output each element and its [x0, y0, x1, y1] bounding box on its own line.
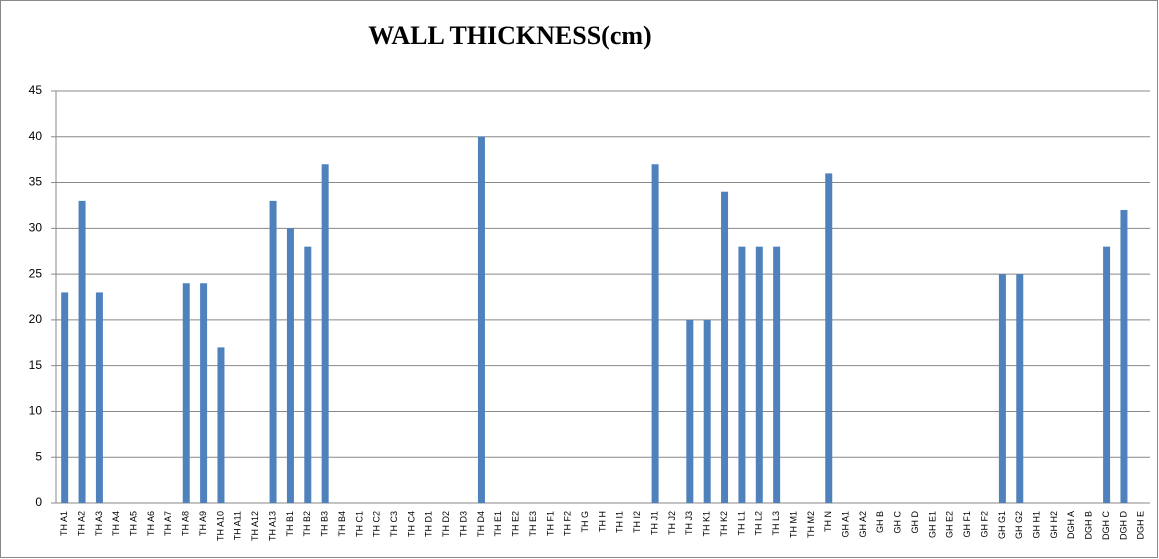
x-tick-label: GH B [875, 511, 885, 533]
x-tick-label: GH G2 [1014, 511, 1024, 539]
x-tick-label: DGH D [1118, 511, 1128, 541]
bar [1120, 210, 1128, 503]
bar [304, 246, 312, 503]
x-tick-label: TH A5 [129, 511, 139, 536]
x-tick-label: TH I1 [615, 511, 625, 533]
bar [477, 136, 485, 503]
x-tick-label: TH B3 [320, 511, 330, 537]
x-tick-label: TH D1 [424, 511, 434, 537]
x-tick-label: TH J1 [649, 511, 659, 535]
x-tick-label: TH J3 [684, 511, 694, 535]
x-tick-label: TH L2 [754, 511, 764, 536]
x-tick-label: GH H1 [1032, 511, 1042, 539]
y-tick-label: 5 [35, 449, 42, 463]
x-tick-label: TH A7 [163, 511, 173, 536]
x-tick-label: TH A12 [250, 511, 260, 541]
x-tick-label: TH A8 [181, 511, 191, 536]
x-tick-label: DGH B [1084, 511, 1094, 540]
bar [825, 173, 833, 503]
bar [200, 283, 208, 503]
x-tick-label: TH K2 [719, 511, 729, 537]
x-tick-label: TH M1 [788, 511, 798, 538]
bar [95, 292, 103, 503]
x-tick-label: DGH A [1066, 511, 1076, 539]
x-tick-label: TH A6 [146, 511, 156, 536]
bar [1016, 274, 1024, 503]
x-tick-label: TH E3 [528, 511, 538, 537]
x-tick-label: TH H [597, 511, 607, 532]
bar [755, 246, 763, 503]
bar [182, 283, 190, 503]
bar [686, 319, 694, 503]
x-tick-label: TH N [823, 511, 833, 532]
x-tick-label: TH G [580, 511, 590, 533]
x-tick-label: TH A1 [59, 511, 69, 536]
x-tick-label: TH B4 [337, 511, 347, 537]
x-tick-label: TH A9 [198, 511, 208, 536]
x-tick-label: TH M2 [806, 511, 816, 538]
x-tick-label: TH A2 [76, 511, 86, 536]
y-tick-label: 15 [29, 358, 43, 372]
x-tick-label: TH C2 [372, 511, 382, 537]
y-tick-label: 45 [29, 83, 43, 97]
y-tick-label: 10 [29, 404, 43, 418]
bar [286, 228, 294, 504]
bar [703, 319, 711, 503]
x-tick-label: GH H2 [1049, 511, 1059, 539]
bar [738, 246, 746, 503]
x-tick-label: TH F1 [545, 511, 555, 536]
bar [321, 164, 329, 503]
x-tick-label: TH D2 [441, 511, 451, 537]
x-tick-label: GH C [893, 510, 903, 533]
x-tick-label: DGH E [1136, 511, 1146, 540]
bar [217, 347, 225, 503]
x-tick-label: TH A3 [94, 511, 104, 536]
x-tick-label: GH F2 [979, 511, 989, 538]
x-tick-label: GH F1 [962, 511, 972, 538]
y-tick-label: 0 [35, 495, 42, 509]
x-tick-label: TH K1 [702, 511, 712, 537]
x-tick-label: TH I2 [632, 511, 642, 533]
x-tick-label: TH E2 [511, 511, 521, 537]
x-tick-label: DGH C [1101, 511, 1111, 541]
y-tick-label: 25 [29, 266, 43, 280]
x-tick-label: TH D4 [476, 511, 486, 537]
x-tick-label: GH A2 [858, 511, 868, 538]
x-tick-label: TH E1 [493, 511, 503, 537]
x-tick-label: TH A10 [215, 511, 225, 541]
x-tick-label: TH A4 [111, 511, 121, 536]
bar [61, 292, 69, 503]
y-tick-label: 20 [29, 312, 43, 326]
bar [651, 164, 659, 503]
x-tick-label: TH C1 [354, 511, 364, 537]
x-tick-label: TH B2 [302, 511, 312, 537]
chart-title: WALL THICKNESS(cm) [368, 21, 651, 50]
x-tick-label: TH C4 [406, 511, 416, 537]
y-tick-label: 40 [29, 129, 43, 143]
bar [773, 246, 781, 503]
bar [78, 200, 86, 503]
x-tick-label: TH F2 [563, 511, 573, 536]
x-tick-label: TH B1 [285, 511, 295, 537]
x-tick-label: GH G1 [997, 511, 1007, 539]
x-tick-label: TH D3 [458, 511, 468, 537]
bar [1103, 246, 1111, 503]
x-tick-label: GH E2 [945, 511, 955, 538]
x-tick-label: TH L3 [771, 511, 781, 536]
x-tick-label: GH A1 [840, 511, 850, 538]
x-tick-label: GH E1 [927, 511, 937, 538]
bar [269, 200, 277, 503]
bar [721, 191, 729, 503]
x-tick-label: TH C3 [389, 511, 399, 537]
x-tick-label: TH A13 [267, 511, 277, 541]
x-tick-label: TH L1 [736, 511, 746, 536]
x-tick-label: GH D [910, 510, 920, 533]
x-tick-label: TH J2 [667, 511, 677, 535]
bar [998, 274, 1006, 503]
y-tick-label: 35 [29, 175, 43, 189]
y-tick-label: 30 [29, 221, 43, 235]
x-tick-label: TH A11 [233, 511, 243, 540]
